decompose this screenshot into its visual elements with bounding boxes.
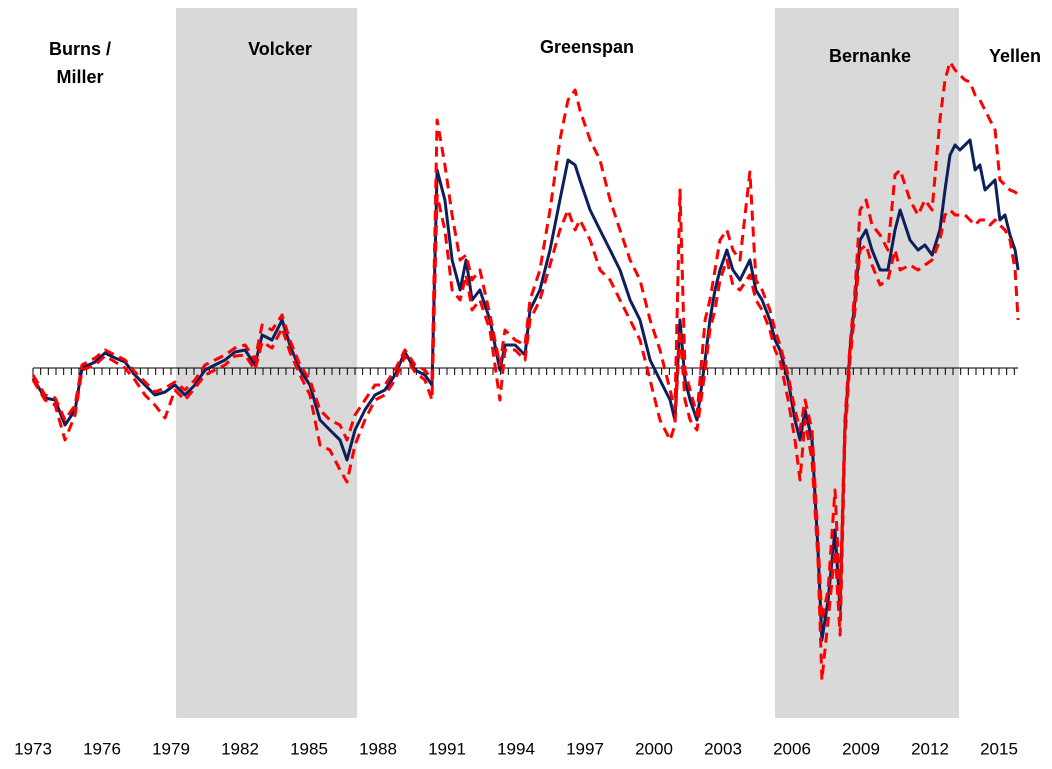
chair-label: Burns /: [49, 39, 111, 59]
x-tick-label: 1976: [83, 739, 121, 758]
chair-label: Bernanke: [829, 46, 911, 66]
chair-label: Greenspan: [540, 37, 634, 57]
chair-label: Volcker: [248, 39, 312, 59]
x-tick-label: 1982: [221, 739, 259, 758]
x-tick-label: 2012: [911, 739, 949, 758]
band-line: [31, 60, 1020, 622]
x-tick-label: 1979: [152, 739, 190, 758]
x-tick-label: 1994: [497, 739, 535, 758]
x-tick-label: 2006: [773, 739, 811, 758]
x-tick-label: 1985: [290, 739, 328, 758]
x-tick-label: 2009: [842, 739, 880, 758]
x-tick-label: 1991: [428, 739, 466, 758]
shaded-period: [774, 8, 959, 718]
x-tick-label: 2003: [704, 739, 742, 758]
chair-label: Miller: [56, 67, 103, 87]
chair-label: Yellen: [989, 46, 1041, 66]
x-tick-label: 1988: [359, 739, 397, 758]
main-line: [31, 138, 1020, 642]
x-tick-label: 1997: [566, 739, 604, 758]
band-line: [31, 193, 1020, 682]
x-tick-label: 2015: [980, 739, 1018, 758]
x-tick-label: 2000: [635, 739, 673, 758]
x-tick-label: 1973: [14, 739, 52, 758]
shaded-period: [176, 8, 358, 718]
